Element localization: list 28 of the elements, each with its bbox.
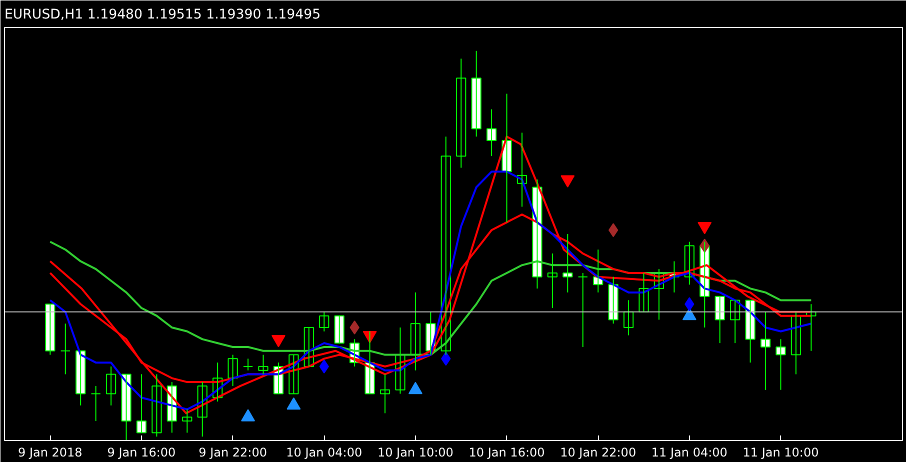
point [241,409,256,422]
x-tick-label: 10 Jan 10:00 [377,446,454,460]
x-tick-label: 9 Jan 16:00 [107,446,176,460]
x-tick-label: 10 Jan 22:00 [560,446,636,460]
candlestick [182,408,192,434]
chart-title: EURUSD,H1 1.19480 1.19515 1.19390 1.19495 [4,8,321,22]
candlestick [60,323,70,375]
candlestick [547,252,558,309]
point [286,397,301,410]
x-tick-label: 9 Jan 22:00 [198,446,267,460]
point [608,223,618,238]
point [698,222,712,234]
candlestick [776,338,786,390]
x-tick-label: 11 Jan 10:00 [742,446,819,460]
x-tick-label: 9 Jan 2018 [18,446,82,460]
candlestick [90,385,101,422]
x-tick-label: 11 Jan 04:00 [651,446,728,460]
point [408,382,422,394]
point [560,175,575,188]
candlestick [242,358,254,371]
candlestick [334,315,344,344]
candlestick [471,50,482,138]
candlestick [760,311,771,390]
candlestick [562,234,573,293]
candlestick [578,272,588,348]
x-tick-label: 10 Jan 04:00 [286,446,362,460]
x-tick-label: 10 Jan 16:00 [468,446,545,460]
candlestick [258,354,268,375]
